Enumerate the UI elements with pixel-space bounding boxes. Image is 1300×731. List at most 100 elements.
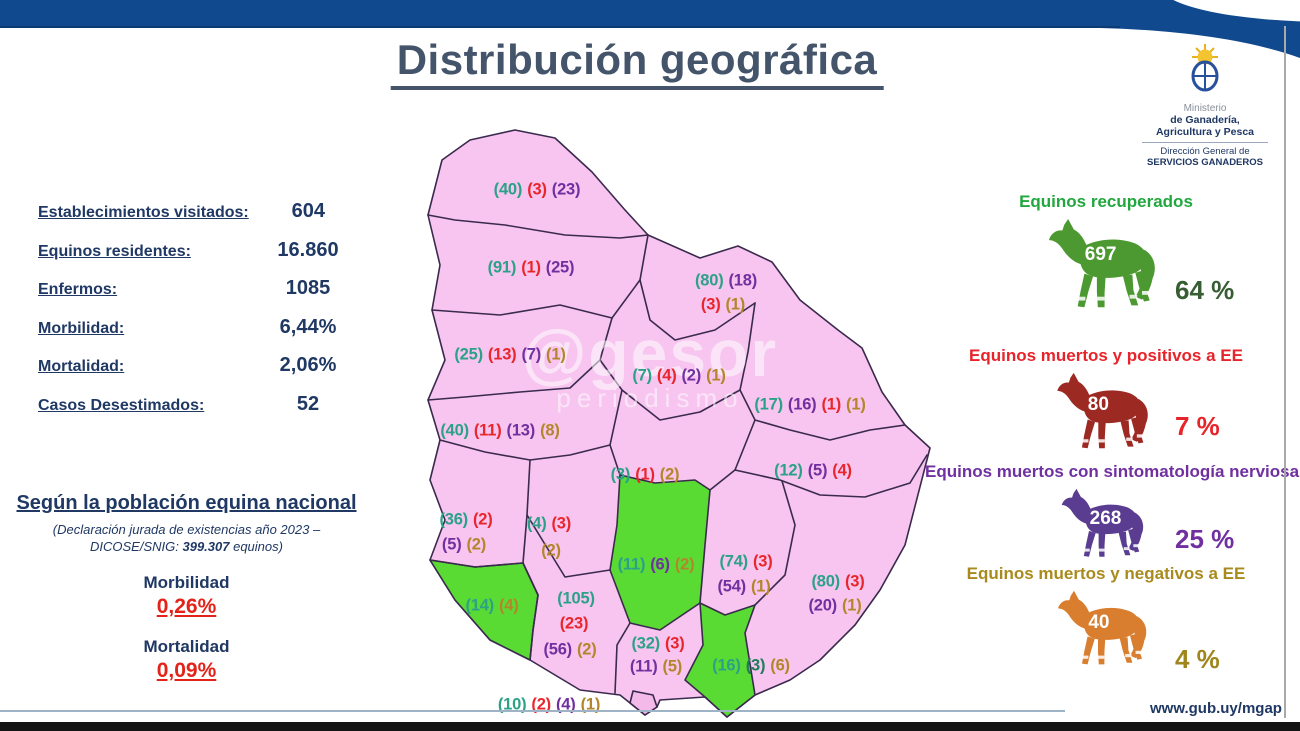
map-value: (74) [719,552,748,571]
map-label-flores: (2) [539,542,564,561]
map-label-maldonado: (16) (3) (6) [710,657,793,676]
map-label-paysand-: (25) (13) (7) (1) [452,346,568,365]
map-value: (5) [662,657,683,676]
map-label-rocha: (80) (3) [809,573,867,592]
map-value: (1) [580,695,601,714]
stat-row-5: Casos Desestimados: 52 [38,393,368,416]
map-label-artigas: (40) (3) (23) [491,181,583,200]
map-value: (1) [821,395,842,414]
horse-count: 268 [1089,507,1122,529]
map-value: (4) [555,695,576,714]
map-value: (105) [557,589,595,608]
map-internal-borders [427,214,928,694]
map-value: (1) [706,366,726,385]
map-label-san-jos-: (23) [557,615,591,634]
stat-value: 16.860 [277,238,339,261]
legend-percent: 4 % [1175,644,1220,674]
coat-of-arms-icon [1191,44,1219,92]
legend-percent: 64 % [1175,275,1235,305]
map-value: (2) [541,541,561,560]
national-item-value: 0,26% [156,595,217,618]
logo-divider [1142,142,1268,143]
right-border [1284,26,1286,718]
statistics-panel: Establecimientos visitados: 604 Equinos re… [38,200,368,431]
map-label-durazno: (3) (1) (2) [608,466,682,485]
national-population-panel: Según la población equina nacional (Decl… [14,492,359,683]
map-value: (23) [551,180,581,199]
map-value: (80) [811,572,840,591]
legend-block-3: Equinos muertos y negativos a EE 40 4 % [925,564,1287,674]
map-value: (7) [632,366,652,385]
map-value: (3) [527,180,547,199]
map-value: (1) [725,295,746,314]
map-value: (2) [681,366,702,385]
national-item-label: Morbilidad [143,573,230,592]
map-value: (40) [440,421,469,440]
legend-block-0: Equinos recuperados 697 64 % [925,192,1287,314]
map-value: (1) [546,345,566,364]
bottom-bar [0,722,1300,731]
map-value: (54) [717,577,746,596]
map-value: (13) [487,345,517,364]
legend-heading: Equinos muertos con sintomatología nervi… [925,462,1300,481]
map-value: (1) [521,258,541,277]
map-value: (11) [473,421,502,440]
map-label-soriano: (5) (2) [439,536,488,555]
map-value: (2) [659,465,680,484]
stat-row-2: Enfermos: 1085 [38,277,368,300]
map-label-rivera: (80) (18) [692,272,759,291]
stat-value: 1085 [285,277,331,299]
map-value: (8) [540,421,560,440]
map-value: (80) [694,271,724,290]
map-label-cerro-largo: (17) (16) (1) (1) [752,396,868,415]
legend-percent: 7 % [1175,411,1220,441]
map-value: (4) [656,366,677,385]
map-value: (91) [487,258,517,277]
map-value: (16) [712,656,741,675]
map-value: (3) [610,465,631,484]
footer-divider [0,710,1065,712]
legend-heading: Equinos muertos y negativos a EE [966,564,1246,583]
legend-percent: 25 % [1175,524,1235,554]
map-label-canelones: (32) (3) [629,635,687,654]
national-item-value: 0,09% [156,659,217,682]
footer-url: www.gub.uy/mgap [1150,700,1282,717]
page-title: Distribución geográfica [390,36,884,90]
stat-row-4: Mortalidad: 2,06% [38,354,368,377]
map-value: (3) [745,656,766,675]
stat-label: Equinos residentes: [38,242,191,260]
map-value: (14) [465,596,494,615]
national-note-equine-count: 399.307 [182,539,230,554]
stat-row-3: Morbilidad: 6,44% [38,316,368,339]
map-value: (4) [832,461,852,480]
national-note-line2-suffix: equinos) [229,539,283,554]
map-value: (5) [807,461,828,480]
map-label-florida: (11) (6) (2) [615,556,697,575]
map-value: (5) [441,535,462,554]
legend-block-2: Equinos muertos con sintomatología nervi… [925,462,1300,562]
horse-count: 40 [1088,611,1110,633]
stat-label: Morbilidad: [38,319,125,337]
map-value: (20) [808,596,837,615]
map-value: (3) [844,572,865,591]
map-country-outline [427,129,931,718]
map-value: (1) [846,395,866,414]
national-items: Morbilidad 0,26% Mortalidad 0,09% [14,573,359,683]
map-value: (13) [506,421,536,440]
map-value: (18) [728,271,758,290]
stat-value: 604 [291,200,326,222]
horse-wrap: 268 [1058,488,1154,562]
map-label-lavalleja: (74) (3) [717,553,775,572]
map-value: (2) [674,555,695,574]
horse-wrap: 80 [1053,372,1160,454]
stat-value: 52 [296,392,320,415]
stat-row-1: Equinos residentes: 16.860 [38,239,368,262]
header-bar [0,0,1300,58]
map-value: (6) [770,656,790,675]
map-value: (25) [454,345,483,364]
map-value: (7) [521,345,542,364]
map-label-rivera: (3) (1) [698,296,747,315]
horse-icon [1048,218,1155,308]
horse-wrap: 40 [1054,590,1158,670]
